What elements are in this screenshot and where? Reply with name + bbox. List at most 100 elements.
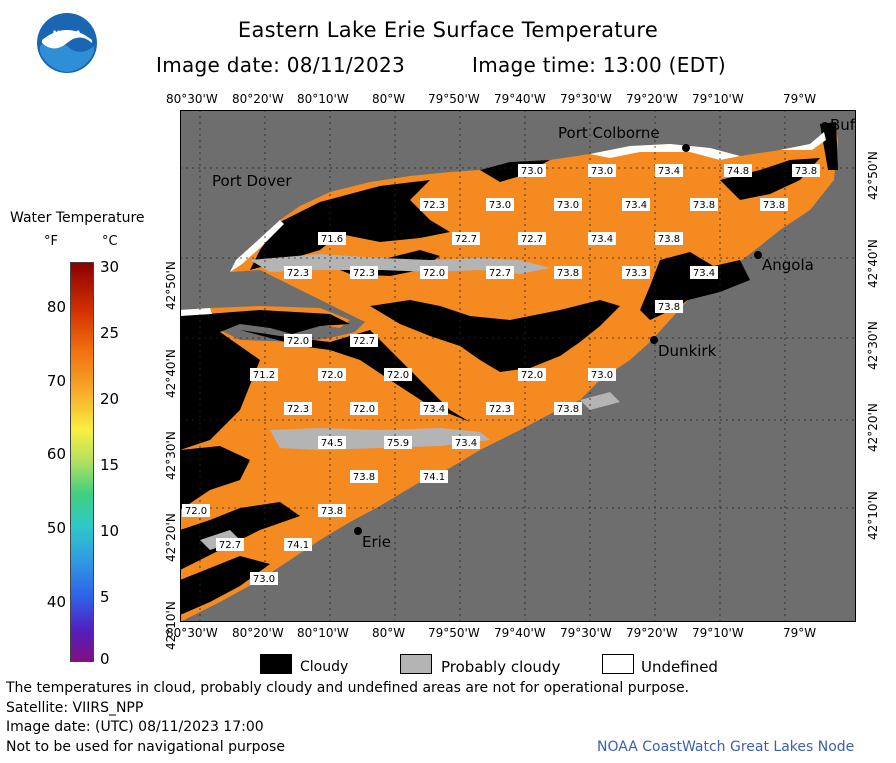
page-title: Eastern Lake Erie Surface Temperature (237, 18, 659, 42)
right-lat-label: 42°10'N (866, 491, 880, 540)
temperature-label: 72.7 (518, 232, 546, 245)
f-tick: 40 (46, 593, 66, 611)
bottom-lon-label: 79°W (783, 626, 817, 640)
place-angola: Angola (762, 256, 814, 274)
temperature-value: 73.8 (353, 472, 375, 483)
temperature-value: 73.8 (658, 234, 680, 245)
temperature-value: 73.8 (321, 506, 343, 517)
temperature-value: 72.3 (353, 268, 375, 279)
lake-water (180, 124, 838, 622)
f-tick: 50 (46, 519, 66, 537)
temperature-label: 72.0 (350, 402, 378, 415)
temperature-label: 72.0 (318, 368, 346, 381)
temperature-value: 73.8 (693, 200, 715, 211)
temperature-value: 72.7 (489, 268, 511, 279)
temperature-label: 75.9 (384, 436, 412, 449)
navigation-note: Not to be used for navigational purpose (6, 739, 285, 755)
temperature-value: 72.3 (489, 404, 511, 415)
legend-unit-c: °C (102, 234, 118, 249)
c-tick: 25 (100, 324, 120, 342)
disclaimer-note: The temperatures in cloud, probably clou… (6, 680, 690, 696)
left-lat-label: 42°40'N (164, 349, 178, 398)
temperature-value: 72.7 (455, 234, 477, 245)
color-scale-bar (70, 262, 94, 662)
temperature-label: 74.1 (420, 470, 448, 483)
temperature-label: 74.5 (318, 436, 346, 449)
angola-dot (754, 251, 762, 259)
temperature-label: 71.2 (250, 368, 278, 381)
temperature-label: 73.3 (622, 266, 650, 279)
top-lon-label: 80°W (372, 92, 406, 106)
temperature-label: 73.4 (690, 266, 718, 279)
temperature-value: 75.9 (387, 438, 409, 449)
top-lon-label: 80°30'W (166, 92, 218, 106)
temperature-value: 72.0 (185, 506, 207, 517)
temperature-value: 72.0 (521, 370, 543, 381)
temperature-label: 72.7 (350, 334, 378, 347)
top-lon-label: 79°W (783, 92, 817, 106)
temperature-value: 73.8 (557, 404, 579, 415)
c-tick: 10 (100, 522, 120, 540)
top-lon-axis: 80°30'W 80°20'W 80°10'W 80°W 79°50'W 79°… (0, 92, 896, 106)
place-buffalo: Buf (830, 116, 856, 134)
bottom-lon-label: 80°30'W (166, 626, 218, 640)
temperature-label: 73.0 (250, 572, 278, 585)
logo-text: NOAA (53, 30, 82, 40)
temperature-value: 73.0 (591, 370, 613, 381)
probably-cloudy-swatch (400, 654, 432, 674)
left-lat-label: 42°10'N (164, 601, 178, 650)
temperature-label: 71.6 (318, 232, 346, 245)
temperature-label: 73.0 (588, 368, 616, 381)
cloudy-label: Cloudy (300, 659, 349, 675)
temperature-label: 73.8 (760, 198, 788, 211)
temperature-label: 72.3 (350, 266, 378, 279)
temperature-value: 73.4 (423, 404, 445, 415)
top-lon-label: 80°20'W (232, 92, 284, 106)
port-colborne-dot (682, 144, 690, 152)
bottom-lon-label: 79°30'W (560, 626, 612, 640)
place-port-colborne: Port Colborne (558, 124, 660, 142)
c-tick: 5 (100, 588, 110, 606)
temperature-value: 73.8 (557, 268, 579, 279)
temperature-labels: 73.0 73.0 73.4 74.8 73.8 72.3 73.0 73.0 73.4 73.8… (182, 164, 820, 585)
temperature-label: 73.4 (588, 232, 616, 245)
left-lat-label: 42°30'N (164, 431, 178, 480)
place-erie: Erie (362, 533, 391, 551)
temperature-value: 72.0 (321, 370, 343, 381)
temperature-value: 73.4 (591, 234, 613, 245)
right-lat-label: 42°50'N (866, 151, 880, 200)
temperature-label: 73.8 (318, 504, 346, 517)
f-tick: 80 (46, 298, 66, 316)
temperature-label: 72.0 (182, 504, 210, 517)
probably-cloudy-label: Probably cloudy (441, 658, 561, 676)
bottom-lon-label: 79°50'W (428, 626, 480, 640)
temperature-value: 73.4 (693, 268, 715, 279)
undefined-areas (180, 132, 826, 316)
map-frame (180, 110, 856, 622)
temperature-value: 73.4 (455, 438, 477, 449)
temperature-label: 73.8 (792, 164, 820, 177)
temperature-value: 73.0 (253, 574, 275, 585)
map-panel: Port Colborne Port Dover Buf Angola Dunk… (180, 110, 856, 622)
right-lat-label: 42°40'N (866, 239, 880, 288)
bottom-lon-axis: 80°30'W 80°20'W 80°10'W 80°W 79°50'W 79°… (0, 626, 896, 640)
temperature-value: 74.1 (423, 472, 445, 483)
temperature-label: 73.4 (420, 402, 448, 415)
buffalo-dot (821, 122, 829, 130)
bottom-lon-label: 79°40'W (494, 626, 546, 640)
temperature-value: 74.5 (321, 438, 343, 449)
temperature-value: 72.3 (287, 404, 309, 415)
temperature-label: 72.0 (384, 368, 412, 381)
temperature-value: 72.0 (287, 336, 309, 347)
dunkirk-dot (650, 336, 658, 344)
temperature-label: 73.4 (655, 164, 683, 177)
temperature-value: 73.0 (489, 200, 511, 211)
left-lat-label: 42°20'N (164, 513, 178, 562)
bottom-lon-label: 80°10'W (297, 626, 349, 640)
c-tick: 15 (100, 456, 120, 474)
f-ticks: 80 70 60 50 40 (36, 262, 66, 662)
place-dunkirk: Dunkirk (658, 342, 717, 360)
temperature-value: 73.8 (763, 200, 785, 211)
temperature-value: 74.1 (287, 540, 309, 551)
temperature-value: 73.3 (625, 268, 647, 279)
